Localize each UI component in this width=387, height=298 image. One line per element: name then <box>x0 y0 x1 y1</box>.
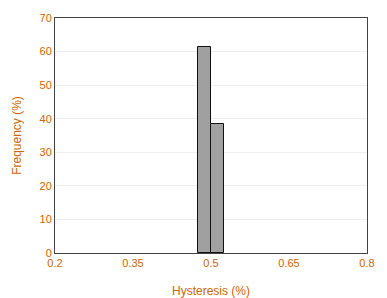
svg-text:10: 10 <box>40 213 52 225</box>
svg-text:20: 20 <box>40 180 52 192</box>
svg-text:60: 60 <box>40 45 52 57</box>
svg-text:0.2: 0.2 <box>47 257 62 269</box>
svg-text:Hysteresis (%): Hysteresis (%) <box>172 284 250 298</box>
svg-text:50: 50 <box>40 79 52 91</box>
svg-text:70: 70 <box>40 12 52 24</box>
svg-text:0.8: 0.8 <box>359 257 374 269</box>
svg-text:0.65: 0.65 <box>278 257 299 269</box>
svg-text:0.35: 0.35 <box>122 257 143 269</box>
svg-text:40: 40 <box>40 113 52 125</box>
svg-text:0: 0 <box>46 247 52 259</box>
svg-text:0.5: 0.5 <box>203 257 218 269</box>
svg-text:30: 30 <box>40 146 52 158</box>
svg-text:Frequency (%): Frequency (%) <box>10 96 24 175</box>
